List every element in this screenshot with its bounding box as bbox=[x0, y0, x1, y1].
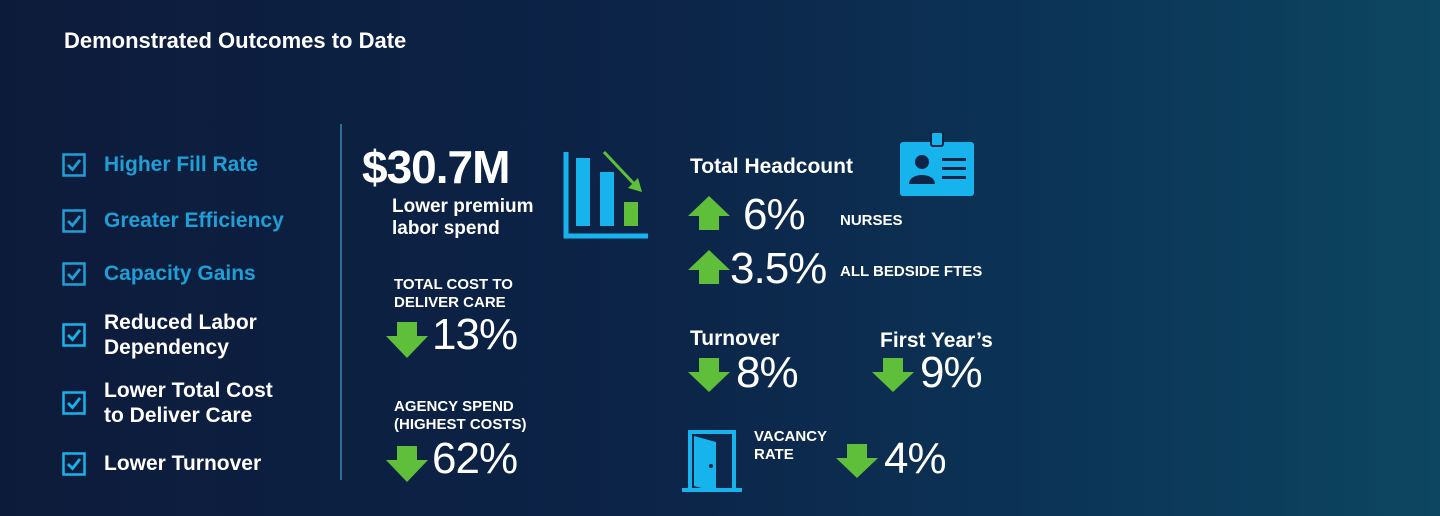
down-arrow-icon bbox=[386, 446, 428, 482]
checklist-label: Lower Total Cost to Deliver Care bbox=[104, 379, 273, 427]
checkbox-checked-icon bbox=[62, 152, 86, 177]
vacancy-value: 4% bbox=[884, 434, 947, 483]
down-arrow-icon bbox=[386, 322, 428, 358]
checklist-label: Higher Fill Rate bbox=[104, 153, 259, 176]
checklist-item-capacity: Capacity Gains bbox=[62, 261, 256, 286]
down-arrow-icon bbox=[688, 358, 730, 392]
checklist-label: Lower Turnover bbox=[104, 452, 262, 475]
down-arrow-icon bbox=[872, 358, 914, 392]
premium-savings-value: $30.7M bbox=[362, 141, 510, 193]
checkbox-checked-icon bbox=[62, 323, 86, 347]
total-cost-label: TOTAL COST TO DELIVER CARE bbox=[394, 276, 513, 311]
down-arrow-icon bbox=[836, 444, 878, 478]
turnover-value: 8% bbox=[736, 348, 799, 397]
id-badge-icon bbox=[900, 132, 974, 196]
checkbox-checked-icon bbox=[62, 208, 86, 233]
nurses-value: 6% bbox=[743, 190, 806, 239]
first-year-title: First Year’s bbox=[880, 329, 993, 352]
total-cost-value: 13% bbox=[432, 310, 518, 359]
up-arrow-icon bbox=[688, 250, 730, 284]
premium-savings-label: Lower premium labor spend bbox=[392, 196, 534, 239]
checklist-label: Greater Efficiency bbox=[104, 209, 284, 232]
headcount-title: Total Headcount bbox=[690, 155, 853, 178]
bedside-label: ALL BEDSIDE FTES bbox=[840, 263, 983, 280]
nurses-label: NURSES bbox=[840, 212, 903, 229]
up-arrow-icon bbox=[688, 196, 730, 230]
checklist-item-efficiency: Greater Efficiency bbox=[62, 208, 284, 233]
vertical-divider bbox=[340, 124, 342, 480]
checklist-label: Reduced Labor Dependency bbox=[104, 311, 257, 359]
turnover-title: Turnover bbox=[690, 327, 780, 350]
checklist-item-labor-dependency: Reduced Labor Dependency bbox=[62, 310, 257, 360]
declining-bar-chart-icon bbox=[563, 150, 648, 239]
checklist-label: Capacity Gains bbox=[104, 262, 256, 285]
bedside-value: 3.5% bbox=[730, 244, 827, 293]
checkbox-checked-icon bbox=[62, 451, 86, 476]
checklist-item-total-cost: Lower Total Cost to Deliver Care bbox=[62, 378, 273, 428]
page-title: Demonstrated Outcomes to Date bbox=[64, 28, 407, 53]
checkbox-checked-icon bbox=[62, 261, 86, 286]
checklist-item-turnover: Lower Turnover bbox=[62, 451, 261, 476]
vacancy-label: VACANCY RATE bbox=[754, 428, 828, 463]
agency-spend-value: 62% bbox=[432, 434, 518, 483]
checkbox-checked-icon bbox=[62, 391, 86, 415]
open-door-icon bbox=[682, 430, 742, 492]
agency-spend-label: AGENCY SPEND (HIGHEST COSTS) bbox=[394, 398, 527, 433]
first-year-value: 9% bbox=[920, 348, 983, 397]
checklist-item-fill-rate: Higher Fill Rate bbox=[62, 152, 258, 177]
